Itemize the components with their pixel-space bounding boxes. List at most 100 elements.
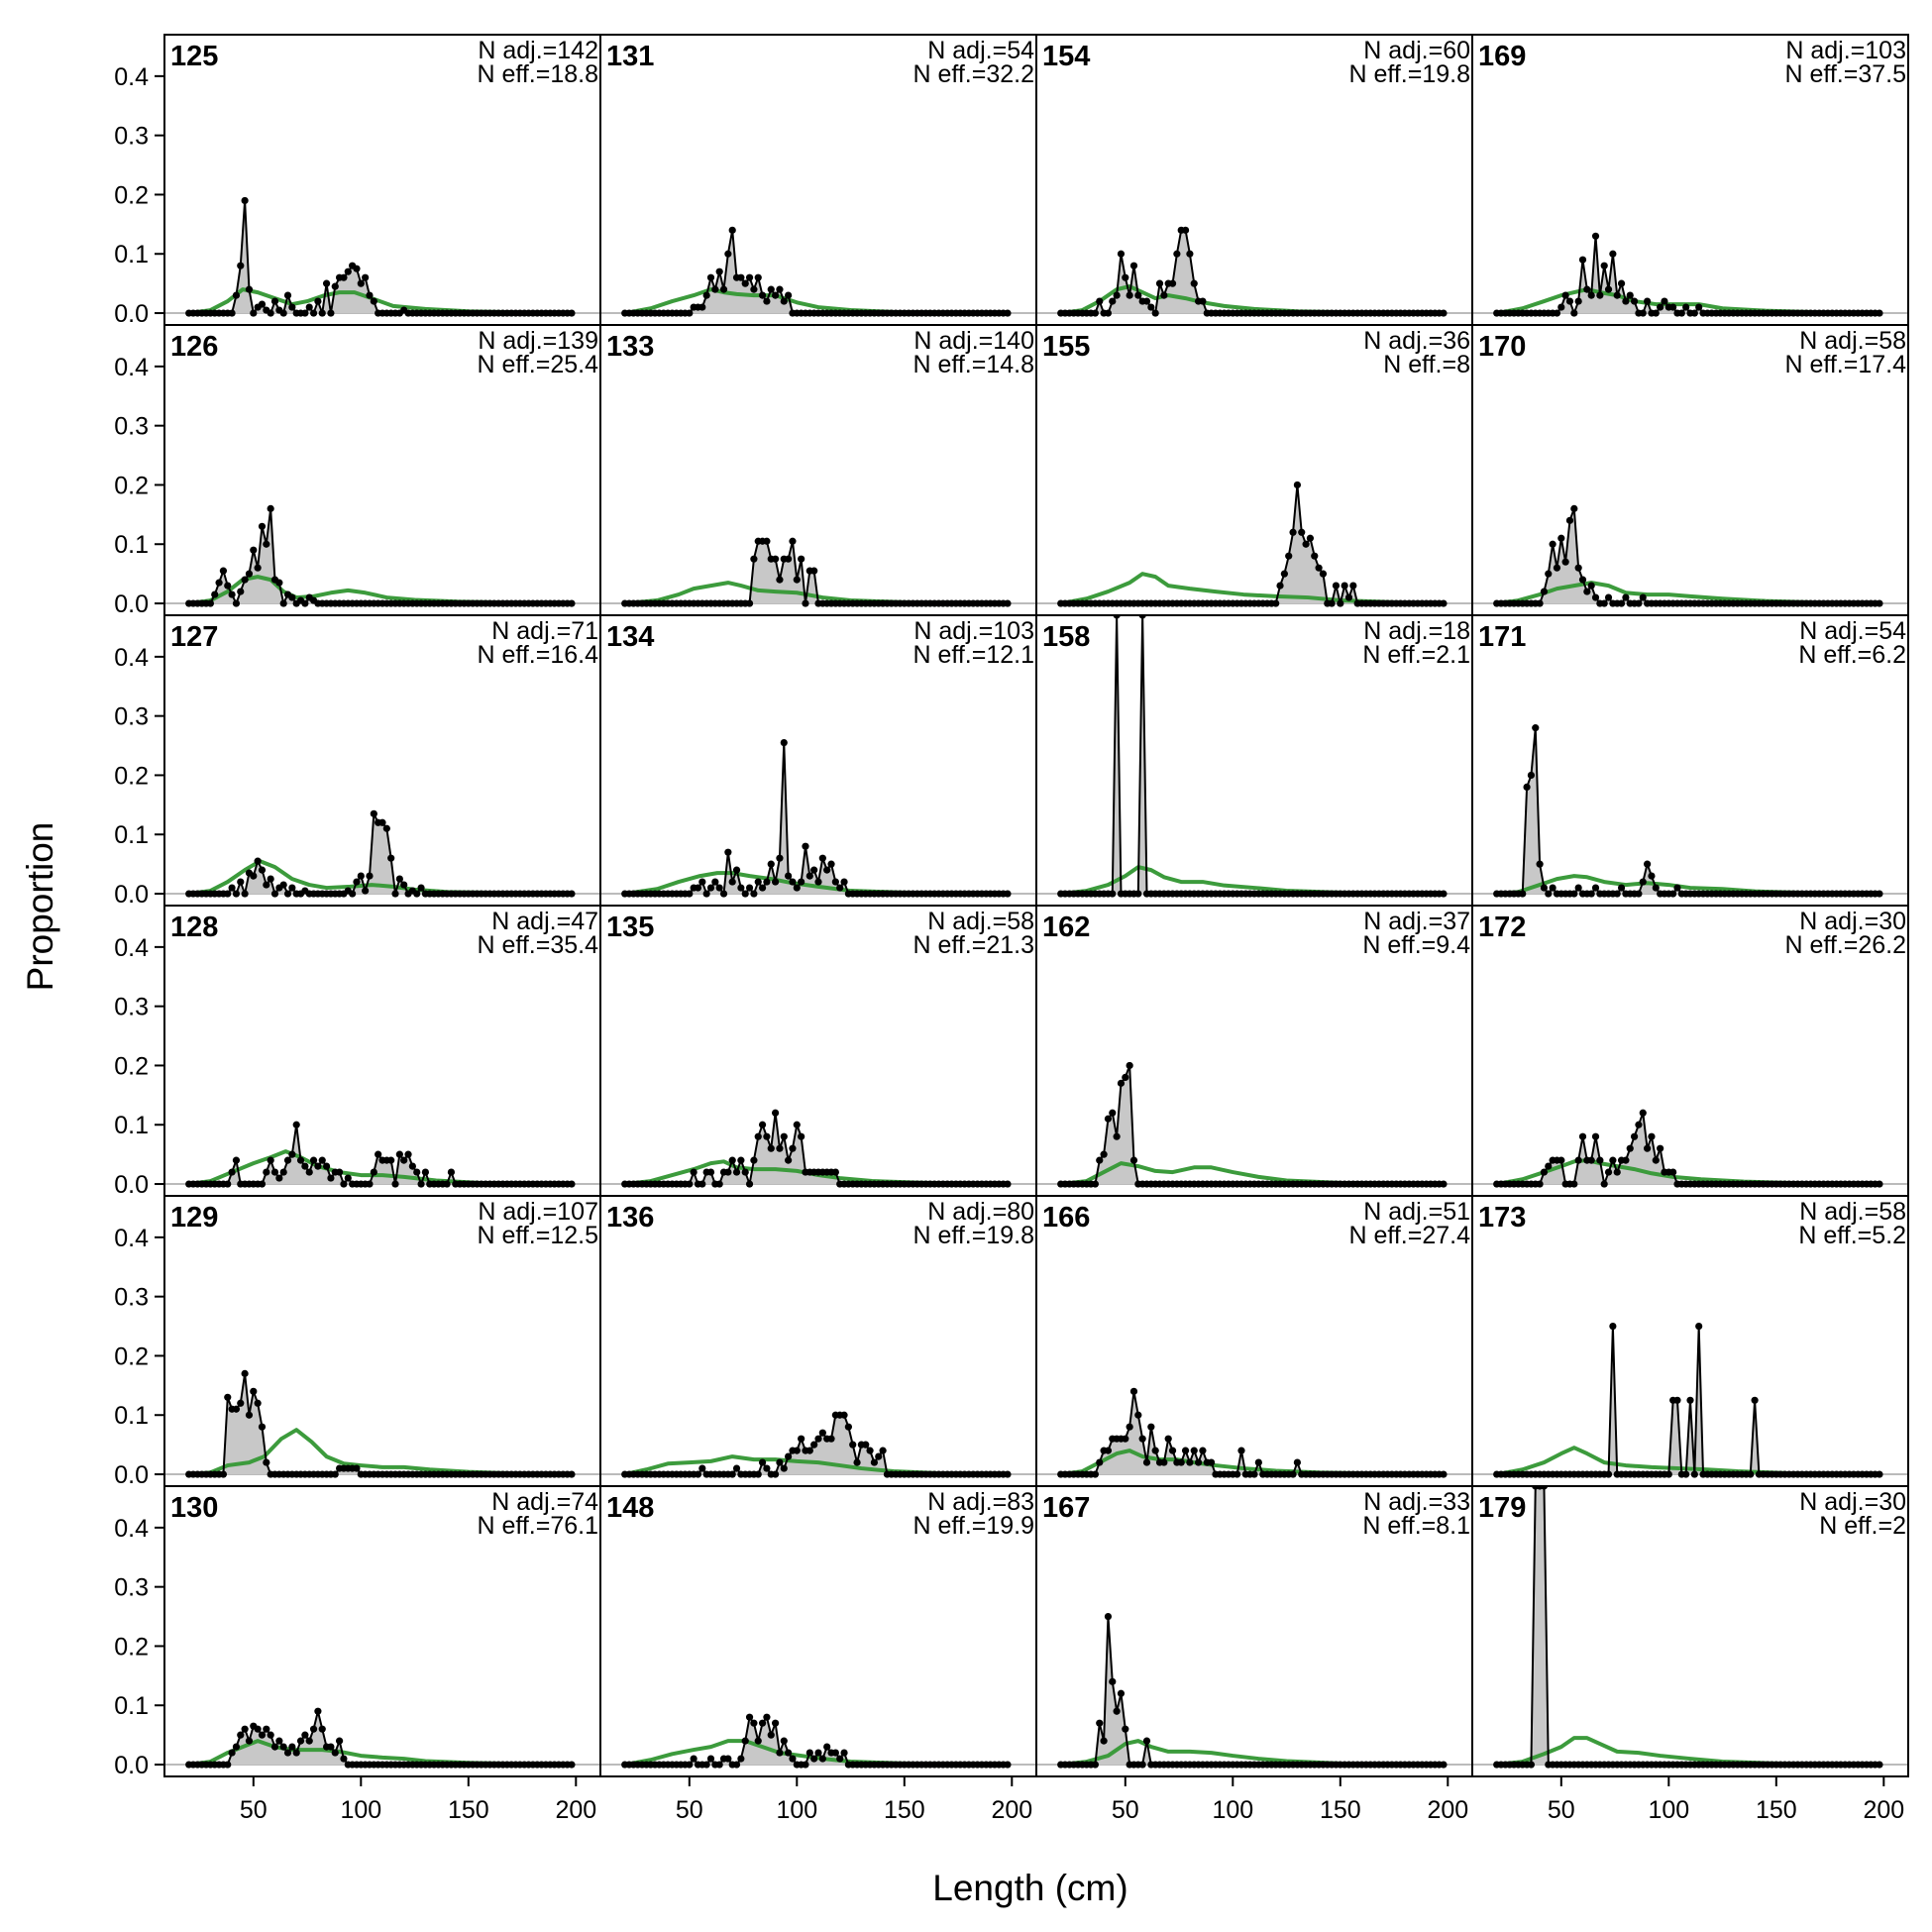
observed-point [870,1458,879,1466]
n-adj-label: N adj.=142 [478,37,598,64]
observed-point [763,537,771,545]
observed-area [624,230,1008,314]
observed-point [1147,1423,1155,1431]
observed-point [349,890,357,898]
observed-point [400,881,408,889]
observed-point [1540,588,1549,595]
y-tick-label: 0.4 [114,354,149,381]
observed-point [254,1725,262,1733]
panel-label: 158 [1042,621,1090,653]
observed-point [1104,1115,1113,1123]
x-tick-label: 100 [776,1796,817,1824]
observed-point [715,268,723,275]
observed-point [366,1180,374,1188]
observed-point [719,285,728,293]
observed-point [219,567,228,575]
observed-point [1673,1396,1681,1404]
observed-point [1613,890,1621,898]
observed-point [1532,724,1540,732]
observed-point [1129,1387,1138,1395]
observed-area [1496,1486,1879,1766]
observed-point [1151,309,1159,317]
panel-162: 162 N adj.=37N eff.=9.4 [1035,905,1473,1197]
observed-point [1254,1458,1262,1466]
observed-point [305,1168,313,1176]
x-tick-label: 150 [884,1796,925,1824]
observed-point [750,555,758,563]
y-tick-label: 0.3 [114,703,149,731]
observed-point [331,282,339,290]
observed-point [750,890,758,898]
observed-point [1574,1156,1582,1164]
observed-point [1570,309,1578,317]
observed-point [215,579,223,587]
observed-point [763,1132,771,1140]
observed-point [301,1162,309,1170]
observed-point [715,1761,723,1769]
panel-166: 166 N adj.=51N eff.=27.4 [1035,1195,1473,1487]
observed-point [776,854,784,862]
observed-point [754,273,762,281]
observed-point [224,1761,232,1769]
observed-point [1440,1761,1448,1769]
observed-point [1664,1470,1672,1478]
observed-area [1060,1065,1444,1185]
observed-point [758,884,767,892]
observed-point [776,576,784,584]
y-tick-label: 0.1 [114,241,149,268]
observed-point [789,537,797,545]
observed-point [245,1737,254,1745]
observed-point [754,878,762,886]
observed-point [314,1162,322,1170]
observed-point [288,593,296,601]
observed-point [686,1761,694,1769]
observed-point [1126,291,1133,299]
observed-point [1004,1761,1012,1769]
observed-point [568,309,576,317]
panel-label: 162 [1042,912,1090,943]
observed-point [798,878,805,886]
observed-point [1639,1109,1647,1117]
observed-point [1440,309,1448,317]
observed-point [413,1168,421,1176]
x-tick-label: 200 [991,1796,1032,1824]
observed-point [1557,534,1565,542]
observed-point [382,824,390,832]
observed-point [1635,890,1643,898]
observed-point [370,809,377,817]
observed-point [318,1156,326,1164]
y-tick-label: 0.2 [114,1633,149,1661]
observed-point [724,1168,732,1176]
panel-148: 148 N adj.=83N eff.=19.9 [599,1485,1037,1777]
observed-point [250,546,258,554]
observed-point [750,1719,758,1727]
observed-point [1519,890,1527,898]
observed-point [737,1755,745,1763]
observed-point [1168,1447,1177,1454]
y-tick-label: 0.0 [114,1752,149,1779]
observed-point [250,872,258,880]
observed-point [1661,297,1668,305]
observed-point [228,884,236,892]
observed-point [1319,570,1328,578]
observed-point [802,599,809,607]
observed-point [568,1470,576,1478]
observed-point [318,309,326,317]
observed-point [698,303,706,311]
observed-point [745,599,754,607]
observed-point [1527,771,1536,780]
observed-point [793,1121,801,1128]
observed-point [258,1423,267,1431]
observed-point [1682,303,1690,311]
observed-point [241,576,249,584]
observed-point [314,1707,322,1715]
y-tick-label: 0.2 [114,762,149,790]
observed-point [224,1180,232,1188]
observed-point [270,890,279,898]
observed-point [840,878,848,886]
n-adj-label: N adj.=18 [1363,617,1470,645]
n-adj-label: N adj.=83 [927,1488,1034,1516]
observed-point [275,1174,283,1182]
x-tick-label: 200 [555,1796,596,1824]
